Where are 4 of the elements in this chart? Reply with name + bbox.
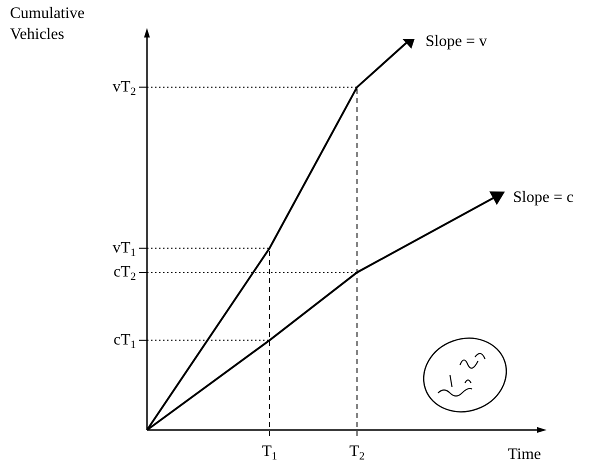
x-axis-title: Time [508,446,541,464]
text: Slope = c [513,189,574,206]
y-axis-title: Cumulative Vehicles [10,5,85,44]
annotation: Slope = v [426,33,487,50]
